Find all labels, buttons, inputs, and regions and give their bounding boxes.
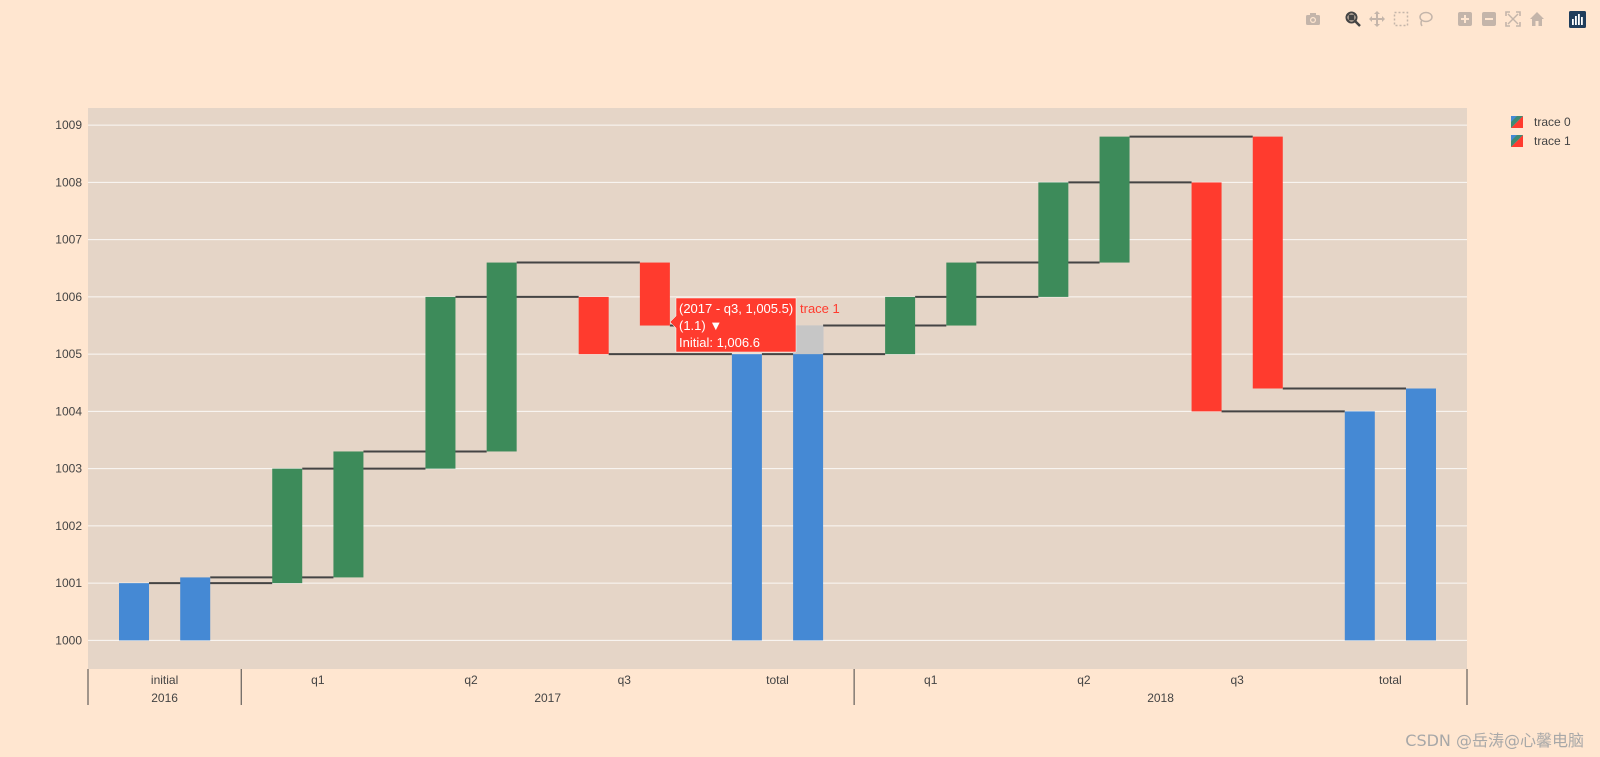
- camera-icon[interactable]: [1304, 10, 1322, 28]
- y-tick-label: 1008: [55, 175, 82, 189]
- x-group-label: 2018: [1147, 691, 1174, 705]
- waterfall-bar-trace1-3: [639, 262, 670, 326]
- x-category-label: total: [766, 673, 789, 687]
- waterfall-bar-trace1-1: [333, 451, 364, 578]
- watermark: CSDN @岳涛@心馨电脑: [1405, 731, 1584, 750]
- hover-tooltip: (2017 - q3, 1,005.5) (1.1) ▼ Initial: 1,00…: [669, 297, 840, 353]
- waterfall-bar-trace0-8: [1344, 411, 1375, 641]
- pan-icon[interactable]: [1368, 10, 1386, 28]
- tooltip-line: Initial: 1,006.6: [679, 335, 760, 350]
- x-category-label: q2: [464, 673, 478, 687]
- x-group-label: 2016: [151, 691, 178, 705]
- legend-swatch-icon: [1511, 135, 1523, 147]
- x-category-label: q1: [924, 673, 938, 687]
- tooltip-box: [669, 297, 797, 353]
- waterfall-bar-trace0-7: [1191, 182, 1222, 412]
- modebar: [1304, 10, 1586, 28]
- x-category-label: q3: [1230, 673, 1244, 687]
- plotly-logo-icon[interactable]: [1568, 10, 1586, 28]
- zoom-in-icon[interactable]: [1456, 10, 1474, 28]
- x-category-label: q1: [311, 673, 325, 687]
- waterfall-bar-trace0-5: [885, 296, 916, 355]
- y-tick-label: 1006: [55, 290, 82, 304]
- legend-label: trace 1: [1534, 134, 1571, 148]
- x-category-label: total: [1379, 673, 1402, 687]
- y-tick-label: 1001: [55, 576, 82, 590]
- waterfall-bar-trace0-6: [1038, 182, 1069, 297]
- waterfall-bar-trace1-2: [486, 262, 517, 452]
- zoom-out-icon[interactable]: [1480, 10, 1498, 28]
- plot-area: [88, 108, 1467, 669]
- waterfall-bar-trace1-5: [946, 262, 977, 326]
- y-tick-label: 1005: [55, 347, 82, 361]
- waterfall-bar-trace1-7: [1252, 136, 1283, 389]
- waterfall-bar-trace1-8: [1405, 388, 1436, 641]
- waterfall-bar-trace0-2: [425, 296, 456, 469]
- y-tick-label: 1004: [55, 404, 82, 418]
- reset-axes-icon[interactable]: [1528, 10, 1546, 28]
- x-category-label: q3: [618, 673, 632, 687]
- legend-item: trace 1: [1511, 134, 1571, 148]
- waterfall-bar-trace1-4: [793, 325, 824, 641]
- waterfall-bar-trace0-0: [119, 583, 150, 641]
- y-tick-label: 1007: [55, 233, 82, 247]
- y-tick-label: 1009: [55, 118, 82, 132]
- y-tick-label: 1003: [55, 462, 82, 476]
- x-category-label: initial: [151, 673, 178, 687]
- y-tick-label: 1002: [55, 519, 82, 533]
- tooltip-line: (1.1) ▼: [679, 318, 722, 333]
- hover-base-highlight: [793, 325, 824, 355]
- autoscale-icon[interactable]: [1504, 10, 1522, 28]
- waterfall-bar-trace0-3: [578, 296, 609, 355]
- waterfall-bar-trace1-0: [180, 577, 211, 641]
- tooltip-line: (2017 - q3, 1,005.5): [679, 301, 793, 316]
- legend-swatch-icon: [1511, 116, 1523, 128]
- waterfall-bar-trace0-4: [731, 354, 762, 641]
- legend-item: trace 0: [1511, 115, 1571, 129]
- x-category-label: q2: [1077, 673, 1091, 687]
- lasso-icon[interactable]: [1416, 10, 1434, 28]
- zoom-icon[interactable]: [1344, 10, 1362, 28]
- x-group-label: 2017: [534, 691, 561, 705]
- y-tick-label: 1000: [55, 633, 82, 647]
- waterfall-bar-trace1-6: [1099, 136, 1130, 263]
- waterfall-bar-trace0-1: [272, 468, 303, 584]
- tooltip-trace-name: trace 1: [800, 301, 840, 316]
- legend-label: trace 0: [1534, 115, 1571, 129]
- box-select-icon[interactable]: [1392, 10, 1410, 28]
